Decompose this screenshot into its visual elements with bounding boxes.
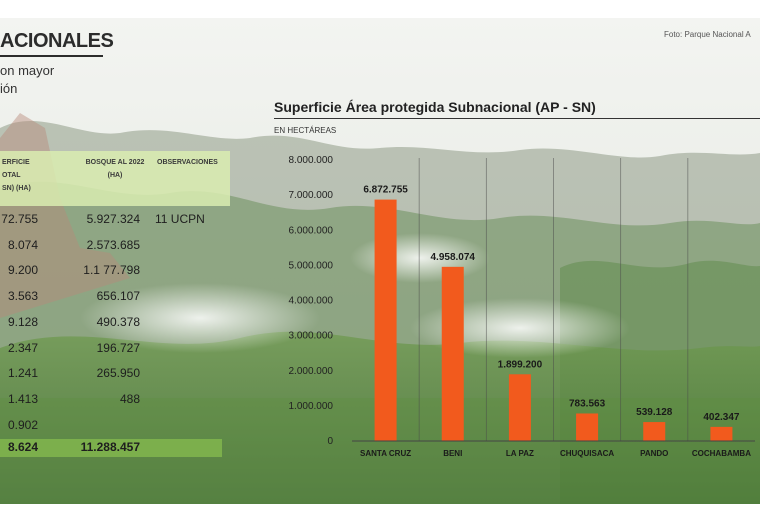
bar-value-label: 1.899.200 bbox=[498, 359, 543, 370]
title-underline bbox=[0, 55, 103, 57]
table-cell-superficie: 3.563 bbox=[7, 289, 38, 304]
table-cell-superficie: 72.755 bbox=[1, 212, 38, 226]
x-tick-label: SANTA CRUZ bbox=[360, 449, 411, 458]
x-axis: SANTA CRUZ BENI LA PAZ CHUQUISACA PANDO COCHA… bbox=[352, 440, 755, 458]
table-header-bosque: BOSQUE AL 2022 (HA) bbox=[85, 159, 145, 179]
bar-la-paz bbox=[508, 374, 531, 441]
bar-chuquisaca bbox=[576, 413, 599, 441]
x-tick-label: LA PAZ bbox=[506, 449, 534, 458]
table-total-superficie: 8.624 bbox=[7, 440, 38, 454]
chart-title-rule bbox=[274, 118, 760, 119]
chart-unit-label: EN HECTÁREAS bbox=[274, 126, 337, 135]
table-header-band bbox=[0, 151, 230, 206]
page-title: ACIONALES bbox=[0, 30, 114, 52]
x-tick-label: PANDO bbox=[640, 449, 668, 458]
bar-value-label: 6.872.755 bbox=[363, 185, 408, 196]
bar-beni bbox=[441, 266, 464, 441]
table-cell-superficie: 8.074 bbox=[7, 237, 38, 252]
x-tick-label: CHUQUISACA bbox=[560, 449, 614, 458]
photo-credit: Foto: Parque Nacional A bbox=[664, 30, 751, 39]
chart-title: Superficie Área protegida Subnacional (A… bbox=[274, 99, 596, 115]
table-total-band bbox=[0, 439, 222, 457]
bar-value-label: 402.347 bbox=[703, 412, 740, 423]
y-axis: 0 1.000.000 2.000.000 3.000.000 4.000.000 5.0… bbox=[289, 155, 334, 447]
table-total-bosque: 11.288.457 bbox=[80, 440, 140, 454]
table-cell-bosque: 488 bbox=[119, 391, 140, 406]
y-tick-label: 6.000.000 bbox=[289, 225, 334, 236]
table-cell-superficie: 2.347 bbox=[7, 340, 38, 355]
y-tick-label: 2.000.000 bbox=[289, 366, 334, 377]
y-tick-label: 7.000.000 bbox=[289, 190, 334, 201]
table-cell-bosque: 196.727 bbox=[96, 340, 140, 355]
x-tick-label: BENI bbox=[443, 449, 462, 458]
y-tick-label: 1.000.000 bbox=[289, 401, 334, 412]
bar-value-label: 783.563 bbox=[569, 398, 606, 409]
subtitle-line-2: ión bbox=[0, 81, 18, 96]
bar-cochabamba bbox=[710, 426, 733, 441]
y-tick-label: 0 bbox=[327, 436, 333, 447]
table-cell-superficie: 1.413 bbox=[7, 391, 38, 406]
y-tick-label: 4.000.000 bbox=[289, 296, 334, 307]
table-cell-superficie: 9.200 bbox=[7, 263, 38, 278]
table-cell-superficie: 1.241 bbox=[7, 366, 38, 381]
x-tick-label: COCHABAMBA bbox=[692, 449, 751, 458]
table-cell-superficie: 9.128 bbox=[7, 314, 38, 329]
table-header-superficie: ERFICIE OTAL SN) (HA) bbox=[2, 159, 31, 192]
subtitle-line-1: on mayor bbox=[0, 63, 55, 78]
bars bbox=[374, 199, 733, 441]
table-cell-bosque: 2.573.685 bbox=[86, 237, 140, 252]
bar-value-label: 4.958.074 bbox=[431, 252, 476, 263]
table-cell-superficie: 0.902 bbox=[7, 417, 38, 432]
table-cell-observaciones: 11 UCPN bbox=[155, 212, 205, 226]
y-tick-label: 3.000.000 bbox=[289, 331, 334, 342]
chart-canvas: 0 1.000.000 2.000.000 3.000.000 4.000.000 5.0… bbox=[0, 18, 760, 504]
table-cell-bosque: 265.950 bbox=[96, 366, 140, 381]
y-tick-label: 5.000.000 bbox=[289, 260, 334, 271]
bar-santa-cruz bbox=[374, 199, 397, 441]
table-cell-bosque: 490.378 bbox=[96, 314, 140, 329]
bar-pando bbox=[643, 422, 666, 441]
bar-value-labels: 6.872.755 4.958.074 1.899.200 783.563 539.12… bbox=[363, 185, 740, 423]
table-cell-bosque: 1.1 77.798 bbox=[83, 263, 140, 278]
table-cell-bosque: 656.107 bbox=[96, 289, 140, 304]
bar-value-label: 539.128 bbox=[636, 407, 673, 418]
table-cell-bosque: 5.927.324 bbox=[86, 212, 140, 226]
table-header-observaciones: OBSERVACIONES bbox=[157, 159, 218, 166]
category-separators bbox=[418, 158, 689, 441]
infographic: 0 1.000.000 2.000.000 3.000.000 4.000.000 5.0… bbox=[0, 18, 760, 504]
y-tick-label: 8.000.000 bbox=[289, 155, 334, 166]
